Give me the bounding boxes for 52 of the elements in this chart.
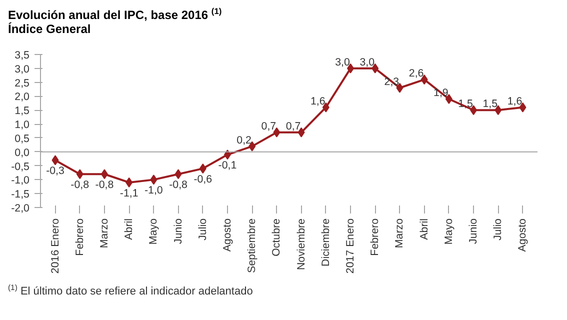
x-tick-label: Junio xyxy=(468,218,480,244)
text: $^{(1)}$ El último dato se refiere al indicador adelantado xyxy=(8,282,253,300)
data-label: -1,1 xyxy=(120,187,138,200)
chart-title: Evolución anual del IPC, base 2016 $^{(1)}$ xyxy=(8,5,222,22)
y-tick-label: -0,5 xyxy=(11,160,30,173)
x-tick-label: Febrero xyxy=(74,218,86,256)
x-tick-label: Mayo xyxy=(148,218,160,245)
y-tick-label: 1,5 xyxy=(14,105,30,118)
data-label: 3,0 xyxy=(360,56,375,68)
chart-subtitle: Índice General xyxy=(8,22,91,36)
data-label: -0,3 xyxy=(46,165,65,178)
y-tick-label: 2,5 xyxy=(14,77,30,90)
data-label: 0,2 xyxy=(236,134,252,146)
data-label: 2,6 xyxy=(408,68,424,80)
x-tick-label: 2017 Enero xyxy=(344,218,357,274)
y-tick-label: 1,0 xyxy=(14,119,30,132)
x-tick-label: Febrero xyxy=(369,218,382,256)
x-tick-label: Septiembre xyxy=(246,218,258,273)
y-tick-label: -2,0 xyxy=(11,202,30,214)
y-tick-label: 0,5 xyxy=(14,132,30,145)
data-label: -0,8 xyxy=(95,179,114,192)
data-label: 1,6 xyxy=(310,95,326,108)
y-tick-label: -1,5 xyxy=(11,188,30,201)
y-tick-label: -1,0 xyxy=(11,174,30,187)
x-tick-label: Mayo xyxy=(442,218,455,245)
y-tick-label: 3,5 xyxy=(14,50,30,62)
x-tick-label: Noviembre xyxy=(295,218,308,270)
y-tick-label: 3,0 xyxy=(14,63,30,76)
data-label: -0,8 xyxy=(169,179,188,192)
y-tick-label: 2,0 xyxy=(14,91,30,104)
data-label: -0,1 xyxy=(218,160,237,172)
x-tick-label: Julio xyxy=(492,218,504,240)
x-tick-label: 2016 Enero xyxy=(49,218,62,274)
x-tick-label: Julio xyxy=(196,218,209,240)
data-label: -1,0 xyxy=(144,184,163,197)
data-label: 0,7 xyxy=(261,120,276,132)
y-tick-label: 0,0 xyxy=(14,146,30,159)
data-label: 3,0 xyxy=(335,56,350,68)
x-tick-label: Octubre xyxy=(270,218,283,256)
x-tick-label: Agosto xyxy=(516,218,529,252)
data-label: -0,6 xyxy=(194,174,212,186)
x-tick-label: Junio xyxy=(172,218,184,244)
data-label: -0,8 xyxy=(70,179,90,192)
x-tick-label: Abril xyxy=(123,218,136,240)
data-label: 1,5 xyxy=(482,98,498,110)
x-tick-label: Marzo xyxy=(98,218,110,248)
x-tick-label: Diciembre xyxy=(320,218,332,266)
x-tick-label: Marzo xyxy=(394,218,406,248)
data-label: 1,6 xyxy=(507,95,522,108)
x-tick-label: Abril xyxy=(418,218,430,240)
x-tick-label: Agosto xyxy=(221,218,234,252)
data-label: 0,7 xyxy=(286,120,301,132)
